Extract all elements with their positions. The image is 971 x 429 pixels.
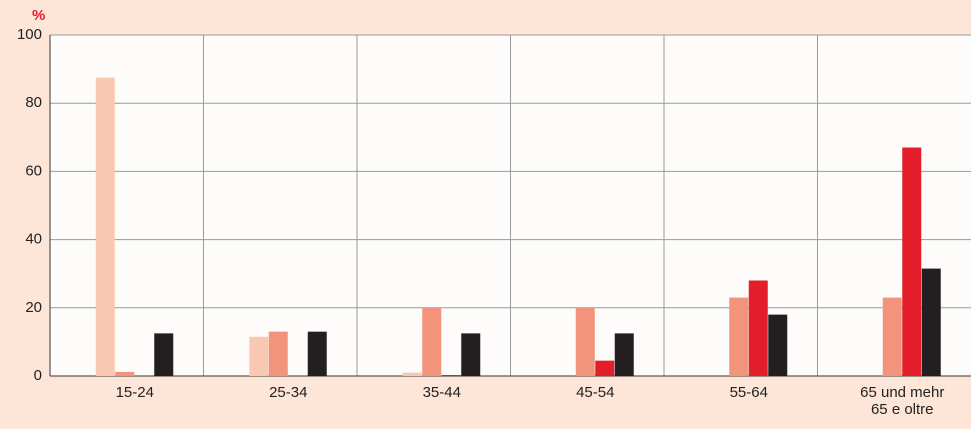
x-tick-label: 65 und mehr 65 e oltre <box>860 384 945 418</box>
x-tick-label: 45-54 <box>576 384 615 401</box>
x-tick-label: 55-64 <box>729 384 768 401</box>
bar <box>402 372 422 376</box>
x-tick-label: 25-34 <box>269 384 308 401</box>
bar <box>748 280 768 376</box>
bar <box>614 333 634 376</box>
x-tick-label: 15-24 <box>115 384 154 401</box>
y-tick-label: 80 <box>25 94 42 111</box>
y-axis-label: % <box>32 7 45 24</box>
bar <box>902 147 922 376</box>
y-tick-label: 60 <box>25 162 42 179</box>
bar <box>882 297 902 376</box>
bar <box>249 336 269 376</box>
bar <box>95 77 115 376</box>
y-tick-label: 20 <box>25 299 42 316</box>
bar <box>422 307 442 376</box>
bar <box>595 360 615 376</box>
x-tick-label: 35-44 <box>422 384 461 401</box>
y-tick-label: 100 <box>17 26 42 43</box>
bar <box>461 333 481 376</box>
bar <box>921 268 941 376</box>
bar <box>307 331 327 376</box>
y-tick-label: 40 <box>25 231 42 248</box>
bar <box>729 297 749 376</box>
bar <box>441 374 461 376</box>
bar <box>154 333 174 376</box>
bar <box>768 314 788 376</box>
bar <box>575 307 595 376</box>
bar <box>115 371 135 376</box>
y-tick-label: 0 <box>34 367 42 384</box>
bar <box>268 331 288 376</box>
